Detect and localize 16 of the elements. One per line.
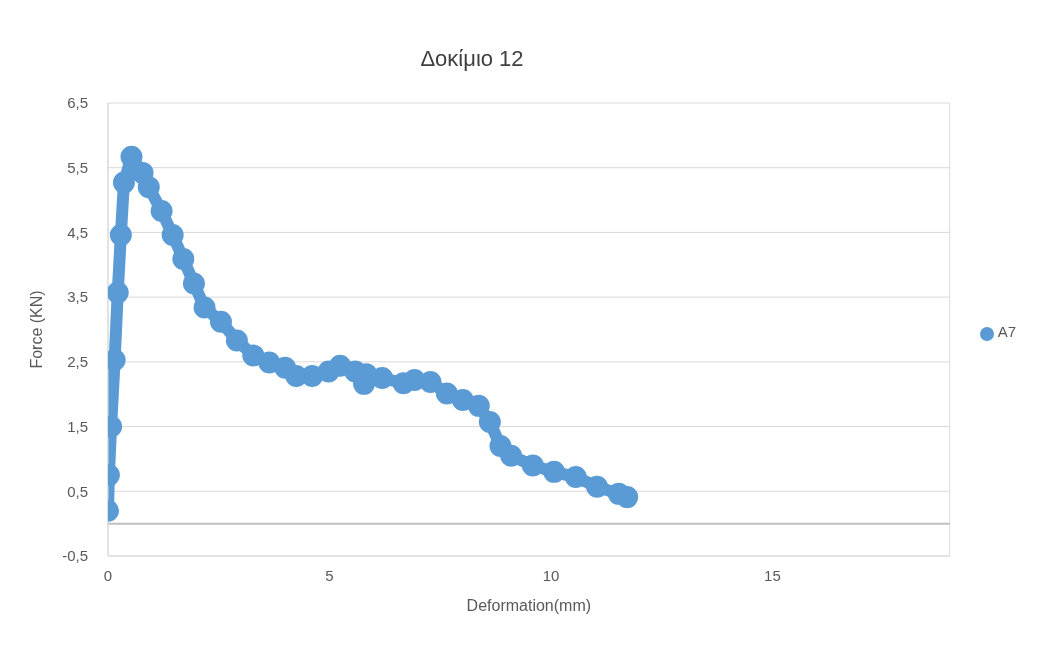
y-tick-label: 6,5 bbox=[67, 94, 88, 112]
x-tick-label: 5 bbox=[325, 566, 334, 584]
y-tick-label: 3,5 bbox=[67, 288, 88, 306]
y-axis-title: Force (KN) bbox=[27, 290, 45, 369]
legend-label: A7 bbox=[997, 323, 1016, 341]
x-tick-label: 0 bbox=[103, 566, 113, 584]
y-tick-label: 2,5 bbox=[67, 353, 88, 371]
y-tick-label: 5,5 bbox=[67, 159, 88, 177]
y-tick-label: 1,5 bbox=[67, 417, 88, 435]
x-axis-title: Deformation(mm) bbox=[466, 597, 592, 614]
x-tick-label: 10 bbox=[542, 566, 560, 584]
y-tick-label: 4,5 bbox=[67, 223, 88, 241]
y-tick-label: -0,5 bbox=[62, 547, 88, 565]
y-tick-label: 0,5 bbox=[67, 482, 88, 500]
x-tick-label: 15 bbox=[764, 566, 781, 584]
chart-title: Δοκίμιο 12 bbox=[419, 46, 525, 72]
